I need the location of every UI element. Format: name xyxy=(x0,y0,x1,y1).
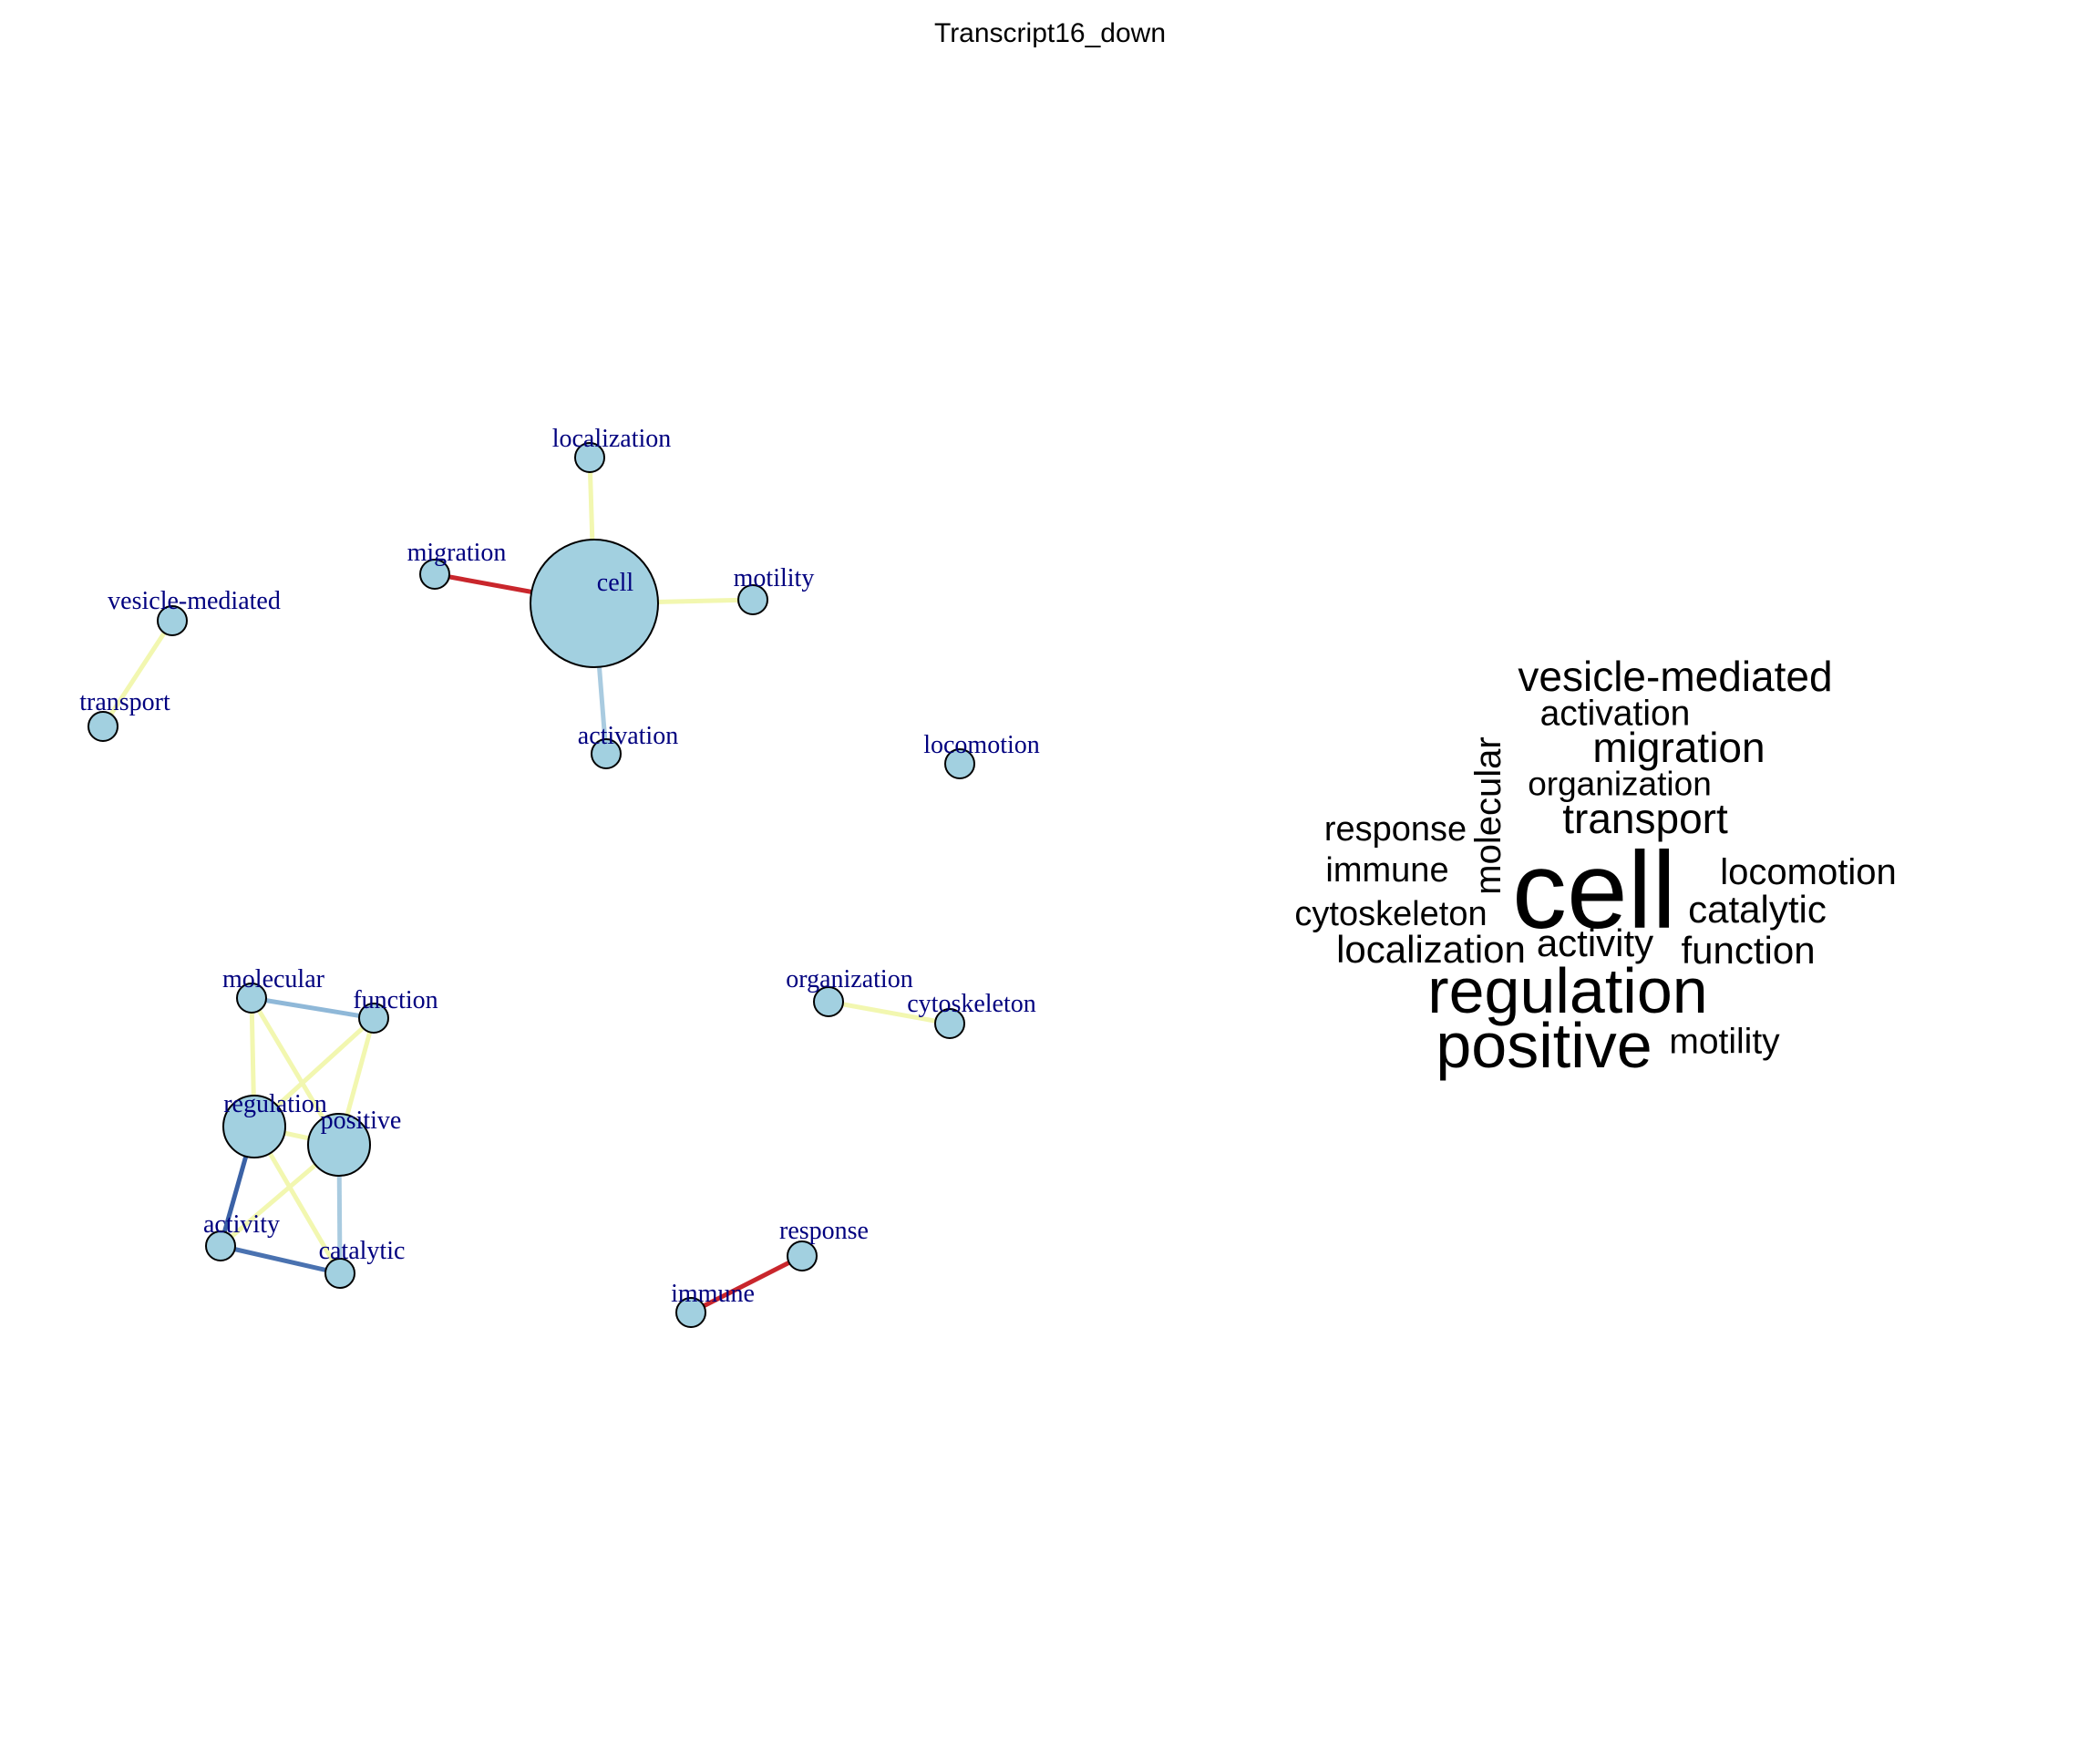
node-label-activation: activation xyxy=(578,722,678,750)
wordcloud-word-cell: cell xyxy=(1511,829,1677,952)
wordcloud-word-molecular: molecular xyxy=(1468,736,1508,895)
node-activity[interactable] xyxy=(205,1230,236,1261)
node-immune[interactable] xyxy=(675,1297,706,1328)
node-organization[interactable] xyxy=(813,986,844,1017)
node-cytoskeleton[interactable] xyxy=(934,1008,965,1039)
wordcloud-word-vesicle-mediated: vesicle-mediated xyxy=(1518,653,1833,700)
wordcloud-word-organization: organization xyxy=(1528,765,1712,803)
node-label-motility: motility xyxy=(734,564,815,592)
node-label-molecular: molecular xyxy=(222,965,325,993)
wordcloud-word-localization: localization xyxy=(1336,928,1526,971)
node-label-localization: localization xyxy=(552,425,672,453)
node-cell[interactable] xyxy=(530,539,659,668)
node-label-immune: immune xyxy=(671,1280,755,1308)
node-label-cytoskeleton: cytoskeleton xyxy=(907,990,1036,1018)
node-label-migration: migration xyxy=(407,539,507,567)
node-regulation[interactable] xyxy=(222,1095,286,1158)
figure-title: Transcript16_down xyxy=(933,18,1167,48)
edge-molecular-function xyxy=(251,995,375,1021)
node-label-response: response xyxy=(779,1217,869,1245)
wordcloud-word-positive: positive xyxy=(1436,1010,1652,1081)
node-motility[interactable] xyxy=(737,584,768,615)
node-label-cell: cell xyxy=(597,569,634,597)
wordcloud-word-activation: activation xyxy=(1539,694,1691,734)
wordcloud-word-cytoskeleton: cytoskeleton xyxy=(1294,895,1488,933)
node-positive[interactable] xyxy=(307,1113,371,1177)
wordcloud-word-activity: activity xyxy=(1536,921,1654,964)
node-locomotion[interactable] xyxy=(944,748,975,779)
node-vesicle-mediated[interactable] xyxy=(157,605,188,636)
edge-response-immune xyxy=(689,1253,804,1315)
node-label-positive: positive xyxy=(321,1107,402,1135)
wordcloud-word-immune: immune xyxy=(1325,851,1449,890)
node-activation[interactable] xyxy=(591,738,622,769)
edge-organization-cytoskeleton xyxy=(828,999,951,1026)
node-label-activity: activity xyxy=(203,1210,280,1239)
wordcloud-word-transport: transport xyxy=(1562,795,1728,842)
wordcloud-word-migration: migration xyxy=(1592,724,1765,771)
node-molecular[interactable] xyxy=(236,983,267,1014)
wordcloud-word-catalytic: catalytic xyxy=(1688,888,1827,931)
wordcloud-word-function: function xyxy=(1681,929,1816,972)
wordcloud-word-motility: motility xyxy=(1669,1022,1780,1062)
node-response[interactable] xyxy=(787,1240,818,1271)
node-label-function: function xyxy=(353,986,438,1014)
edge-activity-catalytic xyxy=(220,1243,341,1276)
network-nodes: cell localization migration motility activat… xyxy=(79,425,1040,1328)
network-edges xyxy=(100,457,951,1315)
node-label-catalytic: catalytic xyxy=(319,1237,406,1265)
node-localization[interactable] xyxy=(574,442,605,473)
node-migration[interactable] xyxy=(419,559,450,590)
wordcloud-word-response: response xyxy=(1323,810,1467,849)
node-label-organization: organization xyxy=(786,965,912,993)
node-catalytic[interactable] xyxy=(324,1258,355,1289)
node-transport[interactable] xyxy=(88,711,118,742)
wordcloud-word-locomotion: locomotion xyxy=(1720,852,1897,892)
node-function[interactable] xyxy=(358,1003,389,1034)
node-label-transport: transport xyxy=(79,688,170,716)
edge-vesicle-mediated-transport xyxy=(100,619,175,728)
node-label-vesicle-mediated: vesicle-mediated xyxy=(108,587,281,615)
wordcloud-word-regulation: regulation xyxy=(1427,955,1708,1026)
node-label-locomotion: locomotion xyxy=(923,731,1040,759)
node-label-regulation: regulation xyxy=(223,1090,327,1118)
